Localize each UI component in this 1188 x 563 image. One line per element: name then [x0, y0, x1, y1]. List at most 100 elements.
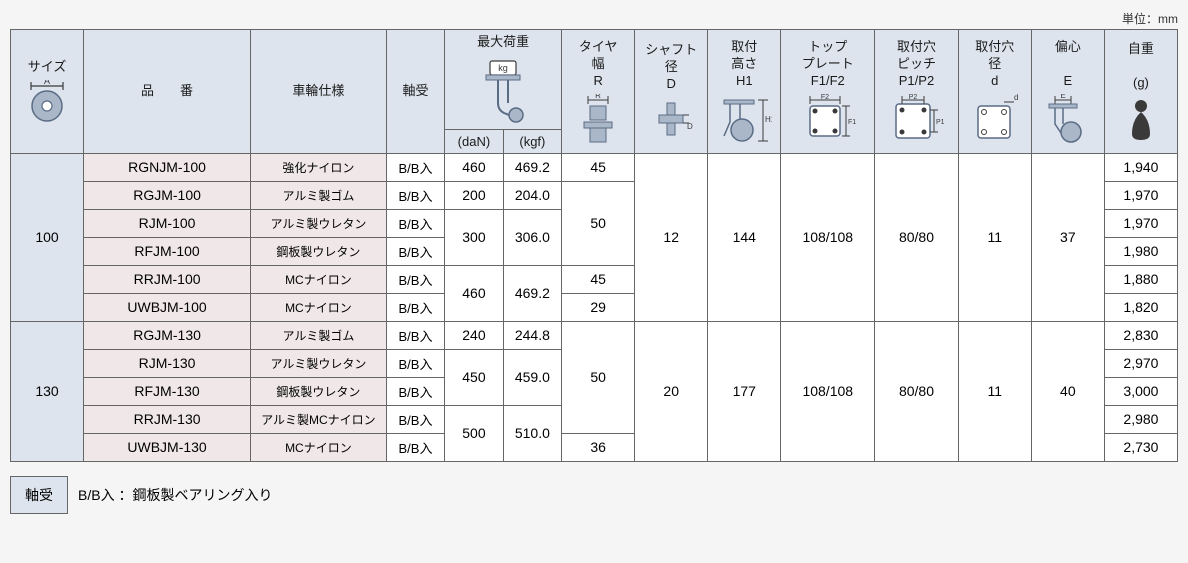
header-shaft-dia: シャフト 径 D D [635, 30, 708, 154]
svg-text:A: A [44, 80, 50, 86]
bearing-cell: B/B入 [386, 293, 444, 321]
bearing-cell: B/B入 [386, 405, 444, 433]
kgf-cell: 204.0 [503, 181, 561, 209]
part-cell: RGNJM-100 [84, 153, 251, 181]
tire-width-cell: 45 [562, 153, 635, 181]
svg-text:d: d [1014, 94, 1018, 102]
part-cell: RFJM-130 [84, 377, 251, 405]
size-cell: 100 [11, 153, 84, 321]
header-mount-height-label: 取付 高さ H1 [731, 39, 757, 88]
bearing-cell: B/B入 [386, 377, 444, 405]
size-icon: A [25, 80, 69, 124]
header-offset: 偏心 E E [1031, 30, 1104, 154]
svg-text:F2: F2 [821, 94, 829, 101]
hole-pitch-cell: 80/80 [875, 153, 959, 321]
header-maxload-label: 最大荷重 [477, 34, 529, 49]
top-plate-cell: 108/108 [781, 153, 875, 321]
part-cell: RGJM-130 [84, 321, 251, 349]
header-shaft-dia-label: シャフト 径 D [645, 42, 697, 91]
bearing-cell: B/B入 [386, 209, 444, 237]
table-header: サイズ A 品 番 車輪仕様 軸受 最大荷重 kg [11, 30, 1178, 154]
weight-cell: 1,970 [1104, 181, 1177, 209]
header-mount-height: 取付 高さ H1 H1 [708, 30, 781, 154]
kgf-cell: 459.0 [503, 349, 561, 405]
bearing-cell: B/B入 [386, 265, 444, 293]
part-cell: UWBJM-100 [84, 293, 251, 321]
table-row: 130RGJM-130アルミ製ゴムB/B入240244.85020177108/… [11, 321, 1178, 349]
header-kgf: (kgf) [503, 129, 561, 153]
top-plate-icon: F2 F1 [800, 94, 856, 144]
kgf-cell: 469.2 [503, 265, 561, 321]
offset-cell: 40 [1031, 321, 1104, 461]
tire-width-cell: 50 [562, 181, 635, 265]
header-hole-dia: 取付穴 径 d d [958, 30, 1031, 154]
mount-height-icon: H1 [716, 94, 772, 144]
weight-cell: 1,970 [1104, 209, 1177, 237]
header-tire-width: タイヤ 幅 R R [562, 30, 635, 154]
wheel-cell: アルミ製ウレタン [251, 209, 387, 237]
header-top-plate: トップ プレート F1/F2 F2 F1 [781, 30, 875, 154]
tire-width-icon: R [576, 94, 620, 144]
bearing-cell: B/B入 [386, 349, 444, 377]
mount-height-cell: 144 [708, 153, 781, 321]
wheel-cell: 強化ナイロン [251, 153, 387, 181]
header-top-plate-label: トップ プレート F1/F2 [802, 39, 854, 88]
svg-text:kg: kg [498, 63, 508, 73]
dan-cell: 200 [445, 181, 503, 209]
mount-height-cell: 177 [708, 321, 781, 461]
hole-dia-cell: 11 [958, 321, 1031, 461]
wheel-cell: アルミ製MCナイロン [251, 405, 387, 433]
weight-cell: 1,820 [1104, 293, 1177, 321]
svg-text:P2: P2 [909, 94, 918, 101]
bearing-cell: B/B入 [386, 153, 444, 181]
header-size-label: サイズ [28, 59, 67, 74]
header-bearing: 軸受 [386, 30, 444, 154]
header-tire-width-label: タイヤ 幅 R [579, 39, 618, 88]
tire-width-cell: 36 [562, 433, 635, 461]
svg-text:R: R [595, 94, 601, 100]
weight-cell: 1,940 [1104, 153, 1177, 181]
dan-cell: 500 [445, 405, 503, 461]
weight-cell: 1,880 [1104, 265, 1177, 293]
wheel-cell: アルミ製ウレタン [251, 349, 387, 377]
kgf-cell: 469.2 [503, 153, 561, 181]
hole-pitch-icon: P2 P1 [888, 94, 944, 144]
weight-cell: 2,970 [1104, 349, 1177, 377]
header-wheel: 車輪仕様 [251, 30, 387, 154]
weight-cell: 2,830 [1104, 321, 1177, 349]
spec-table: サイズ A 品 番 車輪仕様 軸受 最大荷重 kg [10, 29, 1178, 462]
weight-cell: 2,730 [1104, 433, 1177, 461]
offset-icon: E [1043, 94, 1093, 144]
kgf-cell: 244.8 [503, 321, 561, 349]
shaft-dia-icon: D [649, 97, 693, 141]
tire-width-cell: 29 [562, 293, 635, 321]
svg-text:F1: F1 [848, 119, 856, 126]
header-size: サイズ A [11, 30, 84, 154]
part-cell: RRJM-130 [84, 405, 251, 433]
svg-text:H1: H1 [765, 115, 772, 124]
wheel-cell: アルミ製ゴム [251, 321, 387, 349]
hole-dia-icon: d [970, 94, 1020, 144]
weight-icon [1126, 96, 1156, 142]
header-maxload: 最大荷重 kg [445, 30, 562, 130]
weight-cell: 3,000 [1104, 377, 1177, 405]
hole-pitch-cell: 80/80 [875, 321, 959, 461]
kgf-cell: 306.0 [503, 209, 561, 265]
wheel-cell: MCナイロン [251, 265, 387, 293]
legend: 軸受 B/B入 ：鋼板製ベアリング入り [10, 476, 1178, 514]
dan-cell: 450 [445, 349, 503, 405]
wheel-cell: MCナイロン [251, 433, 387, 461]
svg-text:E: E [1060, 94, 1065, 100]
weight-cell: 1,980 [1104, 237, 1177, 265]
size-cell: 130 [11, 321, 84, 461]
svg-text:D: D [687, 122, 693, 131]
dan-cell: 460 [445, 265, 503, 321]
header-offset-label: 偏心 E [1055, 39, 1081, 88]
part-cell: RJM-100 [84, 209, 251, 237]
bearing-cell: B/B入 [386, 181, 444, 209]
offset-cell: 37 [1031, 153, 1104, 321]
header-part: 品 番 [84, 30, 251, 154]
dan-cell: 240 [445, 321, 503, 349]
header-dan: (daN) [445, 129, 503, 153]
top-plate-cell: 108/108 [781, 321, 875, 461]
